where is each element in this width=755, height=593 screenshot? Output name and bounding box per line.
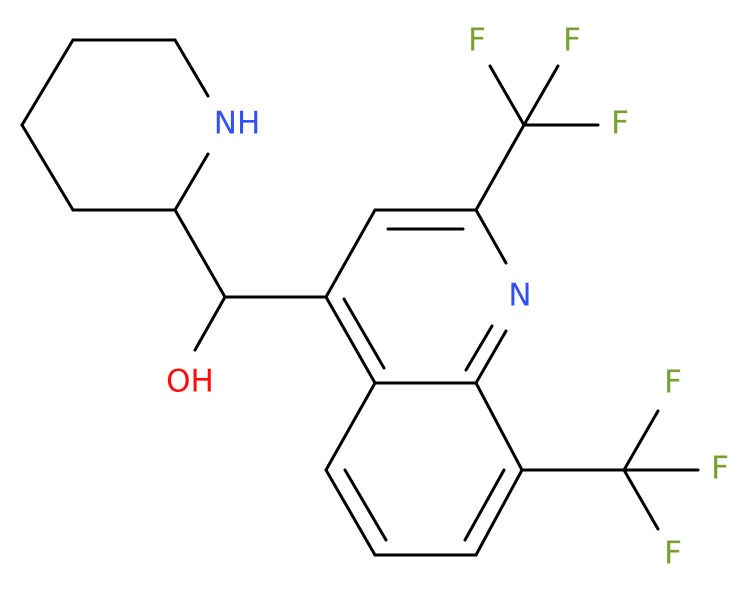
- atom-label: N: [508, 278, 531, 314]
- atom-label: F: [711, 451, 729, 487]
- bonds: [20, 38, 700, 557]
- atom-label: F: [664, 365, 682, 401]
- atom-label: F: [611, 106, 629, 142]
- atom-label: NH: [214, 106, 261, 142]
- atom-label: OH: [166, 364, 214, 400]
- atom-label: F: [664, 536, 682, 572]
- atom-label: F: [563, 23, 581, 59]
- atom-label: F: [468, 23, 486, 59]
